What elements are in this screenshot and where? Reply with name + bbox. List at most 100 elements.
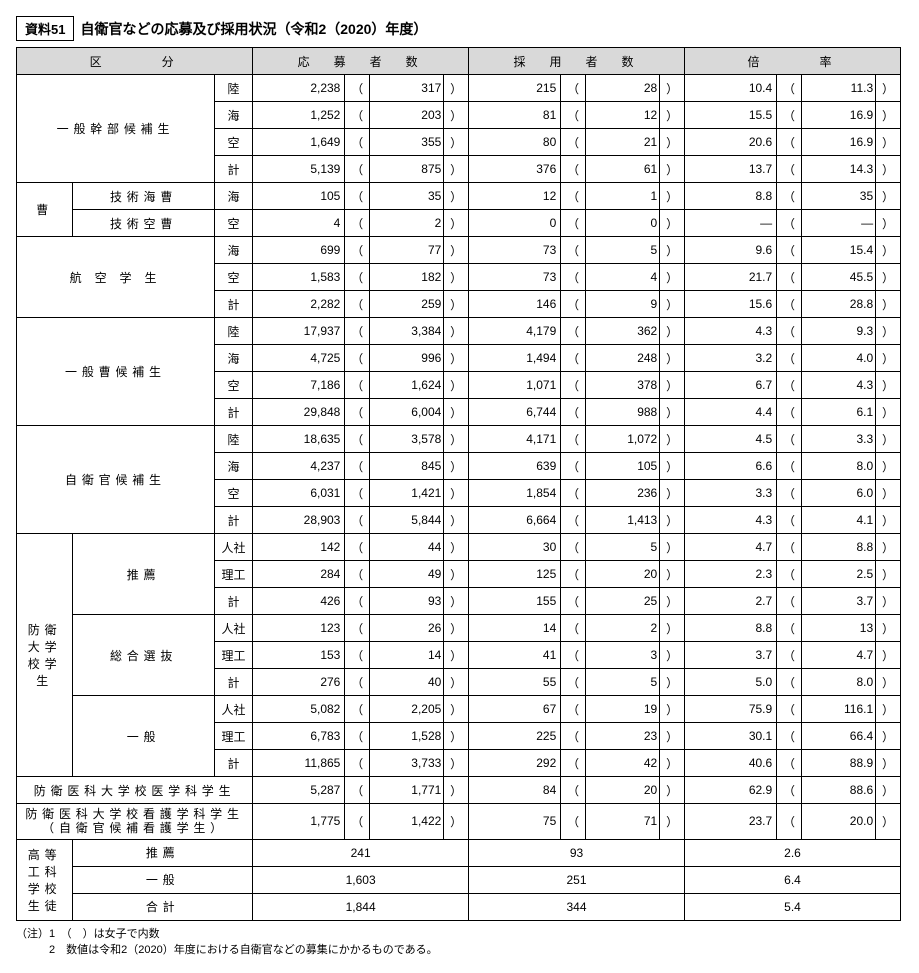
cell-app-sub: 182 [370,264,444,291]
cell-hire: 292 [469,750,561,777]
paren-open: （ [561,669,586,696]
paren-open: （ [561,561,586,588]
paren-close: ） [876,426,901,453]
cat-k-suisen: 推薦 [73,839,253,866]
paren-close: ） [660,507,685,534]
cell-rate: 20.6 [684,129,776,156]
cell-app: 4,237 [253,453,345,480]
cell-app-sub: 40 [370,669,444,696]
paren-open: （ [561,156,586,183]
paren-open: （ [777,129,802,156]
cell-hire: 12 [469,183,561,210]
paren-close: ） [876,696,901,723]
paren-open: （ [345,642,370,669]
cell-app: 105 [253,183,345,210]
cell-app: 6,031 [253,480,345,507]
cell-hire-sub: 4 [586,264,660,291]
cell-hire: 376 [469,156,561,183]
paren-close: ） [876,507,901,534]
cell-app-sub: 845 [370,453,444,480]
branch: 計 [214,156,252,183]
table-row: 防衛大学校学生推薦人社142（44）30（5）4.7（8.8） [17,534,901,561]
cat-sou: 曹 [17,183,73,237]
cell-app: 6,783 [253,723,345,750]
cell-app-sub: 1,422 [370,804,444,840]
cell-hire: 215 [469,75,561,102]
paren-close: ） [660,210,685,237]
paren-close: ） [876,318,901,345]
cell-rate: 2.6 [684,839,900,866]
cell-hire-sub: 248 [586,345,660,372]
table-row: 総合選抜人社123（26）14（2）8.8（13） [17,615,901,642]
paren-close: ） [660,237,685,264]
cell-app-sub: 3,578 [370,426,444,453]
branch: 空 [214,129,252,156]
cell-hire-sub: 61 [586,156,660,183]
paren-open: （ [777,723,802,750]
paren-close: ） [444,534,469,561]
cat-igaku: 防衛医科大学校医学科学生 [17,777,253,804]
paren-open: （ [345,210,370,237]
paren-open: （ [345,750,370,777]
cell-rate: 13.7 [684,156,776,183]
cell-hire-sub: 5 [586,534,660,561]
paren-open: （ [345,318,370,345]
cell-hire-sub: 28 [586,75,660,102]
paren-close: ） [444,588,469,615]
paren-open: （ [345,291,370,318]
paren-close: ） [660,345,685,372]
cell-app: 29,848 [253,399,345,426]
paren-open: （ [777,210,802,237]
cell-rate: 6.4 [684,866,900,893]
cell-app-sub: 44 [370,534,444,561]
cell-rate: 4.5 [684,426,776,453]
cell-rate-sub: 6.0 [801,480,875,507]
cell-app-sub: 93 [370,588,444,615]
branch: 計 [214,669,252,696]
paren-close: ） [876,345,901,372]
paren-open: （ [777,102,802,129]
paren-close: ） [444,399,469,426]
cell-app: 426 [253,588,345,615]
branch: 計 [214,588,252,615]
cell-app: 1,603 [253,866,469,893]
paren-close: ） [660,129,685,156]
paren-open: （ [561,750,586,777]
cell-rate-sub: 9.3 [801,318,875,345]
cell-hire: 6,744 [469,399,561,426]
paren-open: （ [345,156,370,183]
cell-hire-sub: 988 [586,399,660,426]
cell-app-sub: 1,624 [370,372,444,399]
paren-close: ） [444,345,469,372]
cell-hire: 67 [469,696,561,723]
table-row: 一般幹部候補生陸2,238（317）215（28）10.4（11.3） [17,75,901,102]
cell-app-sub: 26 [370,615,444,642]
cell-app-sub: 355 [370,129,444,156]
cell-rate-sub: 11.3 [801,75,875,102]
paren-close: ） [876,588,901,615]
cell-rate-sub: 16.9 [801,102,875,129]
cell-app: 1,775 [253,804,345,840]
paren-close: ） [444,156,469,183]
cell-rate: 2.3 [684,561,776,588]
cell-app-sub: 3,384 [370,318,444,345]
paren-open: （ [777,318,802,345]
cell-app: 123 [253,615,345,642]
header-row: 区 分 応 募 者 数 採 用 者 数 倍 率 [17,48,901,75]
cell-rate-sub: 45.5 [801,264,875,291]
cell-hire: 4,179 [469,318,561,345]
cell-rate: 5.4 [684,893,900,920]
cell-hire: 1,494 [469,345,561,372]
paren-open: （ [777,264,802,291]
cell-app: 699 [253,237,345,264]
cell-app: 5,287 [253,777,345,804]
paren-close: ） [660,534,685,561]
paren-open: （ [561,102,586,129]
paren-close: ） [444,696,469,723]
paren-close: ） [444,291,469,318]
branch: 空 [214,264,252,291]
paren-open: （ [777,750,802,777]
cell-hire: 1,071 [469,372,561,399]
cell-app-sub: 5,844 [370,507,444,534]
paren-close: ） [876,804,901,840]
